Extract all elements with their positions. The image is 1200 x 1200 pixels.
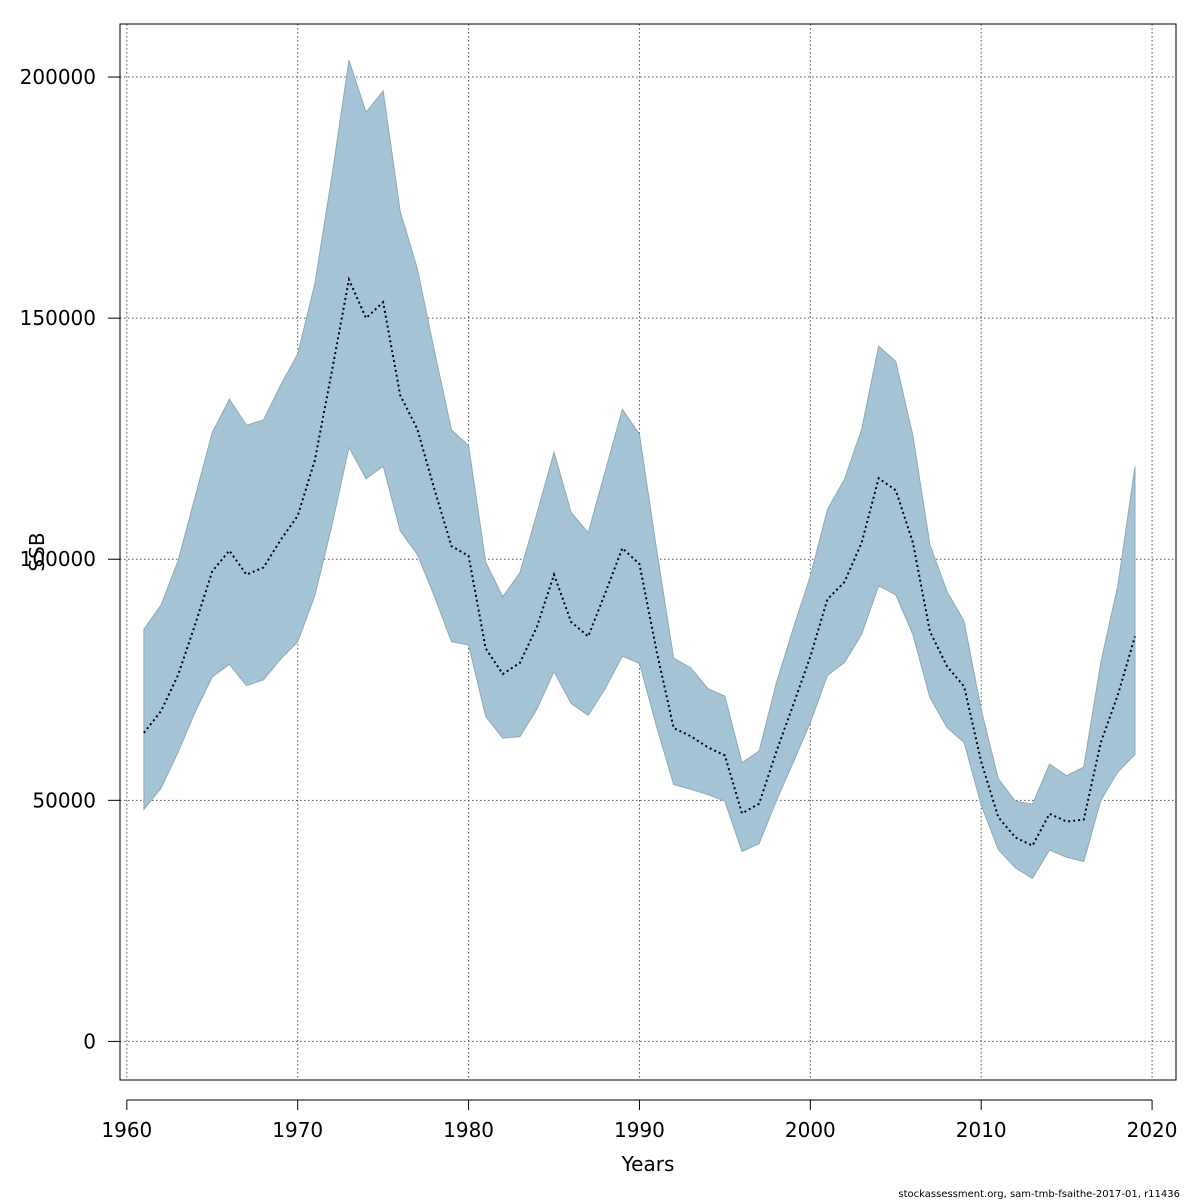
x-tick-label: 1990 bbox=[614, 1118, 665, 1142]
band-layer bbox=[143, 60, 1136, 880]
y-tick-label: 150000 bbox=[20, 306, 96, 330]
y-tick-label: 50000 bbox=[32, 788, 96, 812]
x-axis-label: Years bbox=[621, 1152, 675, 1176]
x-tick-label: 2010 bbox=[956, 1118, 1007, 1142]
x-tick-label: 2020 bbox=[1127, 1118, 1178, 1142]
line-layer bbox=[143, 276, 1136, 847]
ssb-estimate-line bbox=[143, 276, 1136, 847]
y-axis-label: SSB bbox=[25, 532, 49, 571]
x-tick-label: 2000 bbox=[785, 1118, 836, 1142]
confidence-band bbox=[143, 60, 1136, 880]
axis-layer: 1960 1970 1980 1990 2000 2010 2020 0 50000 100000… bbox=[20, 65, 1178, 1142]
x-tick-label: 1960 bbox=[101, 1118, 152, 1142]
x-tick-label: 1980 bbox=[443, 1118, 494, 1142]
x-tick-label: 1970 bbox=[272, 1118, 323, 1142]
footer-credit: stockassessment.org, sam-tmb-fsaithe-201… bbox=[898, 1189, 1180, 1200]
y-tick-label: 100000 bbox=[20, 547, 96, 571]
y-tick-label: 0 bbox=[83, 1029, 96, 1053]
y-tick-label: 200000 bbox=[20, 65, 96, 89]
